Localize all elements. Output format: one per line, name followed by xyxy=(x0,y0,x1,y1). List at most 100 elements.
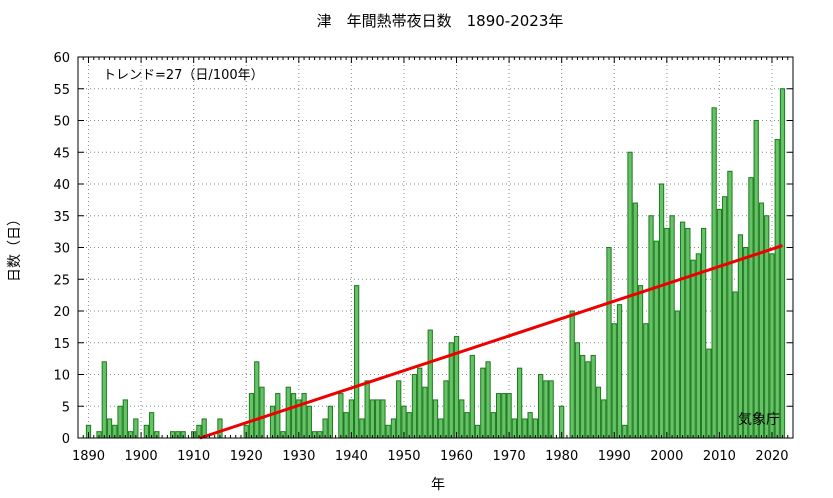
x-tick-label: 1970 xyxy=(493,449,526,464)
bar xyxy=(643,323,649,439)
bar xyxy=(269,405,276,439)
bar xyxy=(248,393,255,439)
x-tick-label: 1920 xyxy=(230,449,263,464)
bar xyxy=(769,253,775,439)
bar xyxy=(706,348,712,439)
y-tick-label: 30 xyxy=(53,242,70,257)
bar xyxy=(327,405,333,439)
bar xyxy=(464,412,470,439)
bar xyxy=(254,361,260,439)
bar xyxy=(732,291,738,439)
bar xyxy=(275,393,281,439)
bar xyxy=(469,354,475,439)
bar xyxy=(543,380,549,439)
bar xyxy=(459,399,465,439)
trend-label: トレンド=27（日/100年） xyxy=(103,68,264,83)
bar xyxy=(443,380,449,439)
bar xyxy=(716,208,723,439)
bar xyxy=(748,177,754,439)
bar-series xyxy=(85,88,786,439)
trend-line xyxy=(199,244,783,440)
bar xyxy=(664,227,670,439)
y-tick-label: 20 xyxy=(53,305,70,320)
y-tick-label: 40 xyxy=(53,178,70,193)
bar xyxy=(685,227,691,439)
bar xyxy=(653,240,659,439)
x-axis-ticks: 1890 1900 1910 1920 1930 1940 1950 1960 1970 1980… xyxy=(72,57,789,464)
x-tick-label: 1960 xyxy=(440,449,473,464)
bar xyxy=(585,361,591,439)
bar xyxy=(774,139,780,439)
bar xyxy=(658,183,665,439)
bar xyxy=(606,247,612,439)
bar xyxy=(611,323,617,439)
bar xyxy=(490,412,496,439)
bar xyxy=(343,412,349,439)
y-tick-label: 10 xyxy=(53,369,70,384)
y-tick-label: 50 xyxy=(53,115,70,130)
bar xyxy=(695,253,701,439)
x-axis-label: 年 xyxy=(431,477,445,493)
bar xyxy=(375,399,381,439)
bar xyxy=(148,412,155,439)
bar xyxy=(117,405,123,439)
bar xyxy=(727,170,733,439)
bar xyxy=(669,215,675,439)
bar xyxy=(601,399,607,439)
bar xyxy=(632,202,638,439)
bar xyxy=(616,304,623,439)
bar xyxy=(674,310,680,439)
bar xyxy=(595,386,602,439)
y-tick-label: 25 xyxy=(53,273,70,288)
bar xyxy=(406,412,412,439)
y-tick-label: 45 xyxy=(53,146,70,161)
x-tick-label: 2000 xyxy=(650,449,683,464)
y-tick-label: 60 xyxy=(53,51,70,66)
bar xyxy=(648,215,654,439)
x-tick-label: 1950 xyxy=(387,449,420,464)
y-axis-label: 日数（日） xyxy=(7,212,23,282)
chart-title: 津 年間熱帯夜日数 1890-2023年 xyxy=(317,12,564,30)
bar xyxy=(417,367,423,439)
bar xyxy=(432,399,439,439)
bar xyxy=(354,285,360,439)
bar xyxy=(485,361,491,439)
bar xyxy=(711,107,717,439)
x-tick-label: 1980 xyxy=(545,449,578,464)
bar xyxy=(380,399,386,439)
bar xyxy=(422,386,428,439)
bar xyxy=(301,393,307,439)
bar xyxy=(580,354,586,439)
bar xyxy=(527,412,533,439)
y-tick-label: 15 xyxy=(53,337,70,352)
x-tick-label: 1940 xyxy=(335,449,368,464)
bar xyxy=(259,386,265,439)
bar xyxy=(574,342,581,439)
bar xyxy=(364,380,370,439)
x-tick-label: 1990 xyxy=(598,449,631,464)
bar xyxy=(569,310,575,439)
x-tick-label: 1910 xyxy=(177,449,210,464)
bar xyxy=(779,88,786,439)
y-tick-label: 55 xyxy=(53,83,70,98)
bar xyxy=(122,399,128,439)
x-tick-label: 1900 xyxy=(125,449,158,464)
bar xyxy=(743,247,749,439)
bar xyxy=(369,399,376,439)
bar xyxy=(285,386,291,439)
bar xyxy=(306,405,312,439)
x-tick-label: 2010 xyxy=(703,449,736,464)
bar xyxy=(290,393,297,439)
bar xyxy=(501,393,507,439)
bar xyxy=(737,234,744,439)
bar xyxy=(753,120,759,439)
bar xyxy=(690,259,696,439)
y-tick-label: 0 xyxy=(62,432,70,447)
y-tick-label: 35 xyxy=(53,210,70,225)
y-axis-ticks: 0 5 10 15 20 25 30 35 40 45 50 55 60 xyxy=(53,51,793,447)
bar xyxy=(679,221,686,439)
bar xyxy=(758,202,765,439)
bar xyxy=(495,393,502,439)
x-tick-label: 2020 xyxy=(755,449,788,464)
